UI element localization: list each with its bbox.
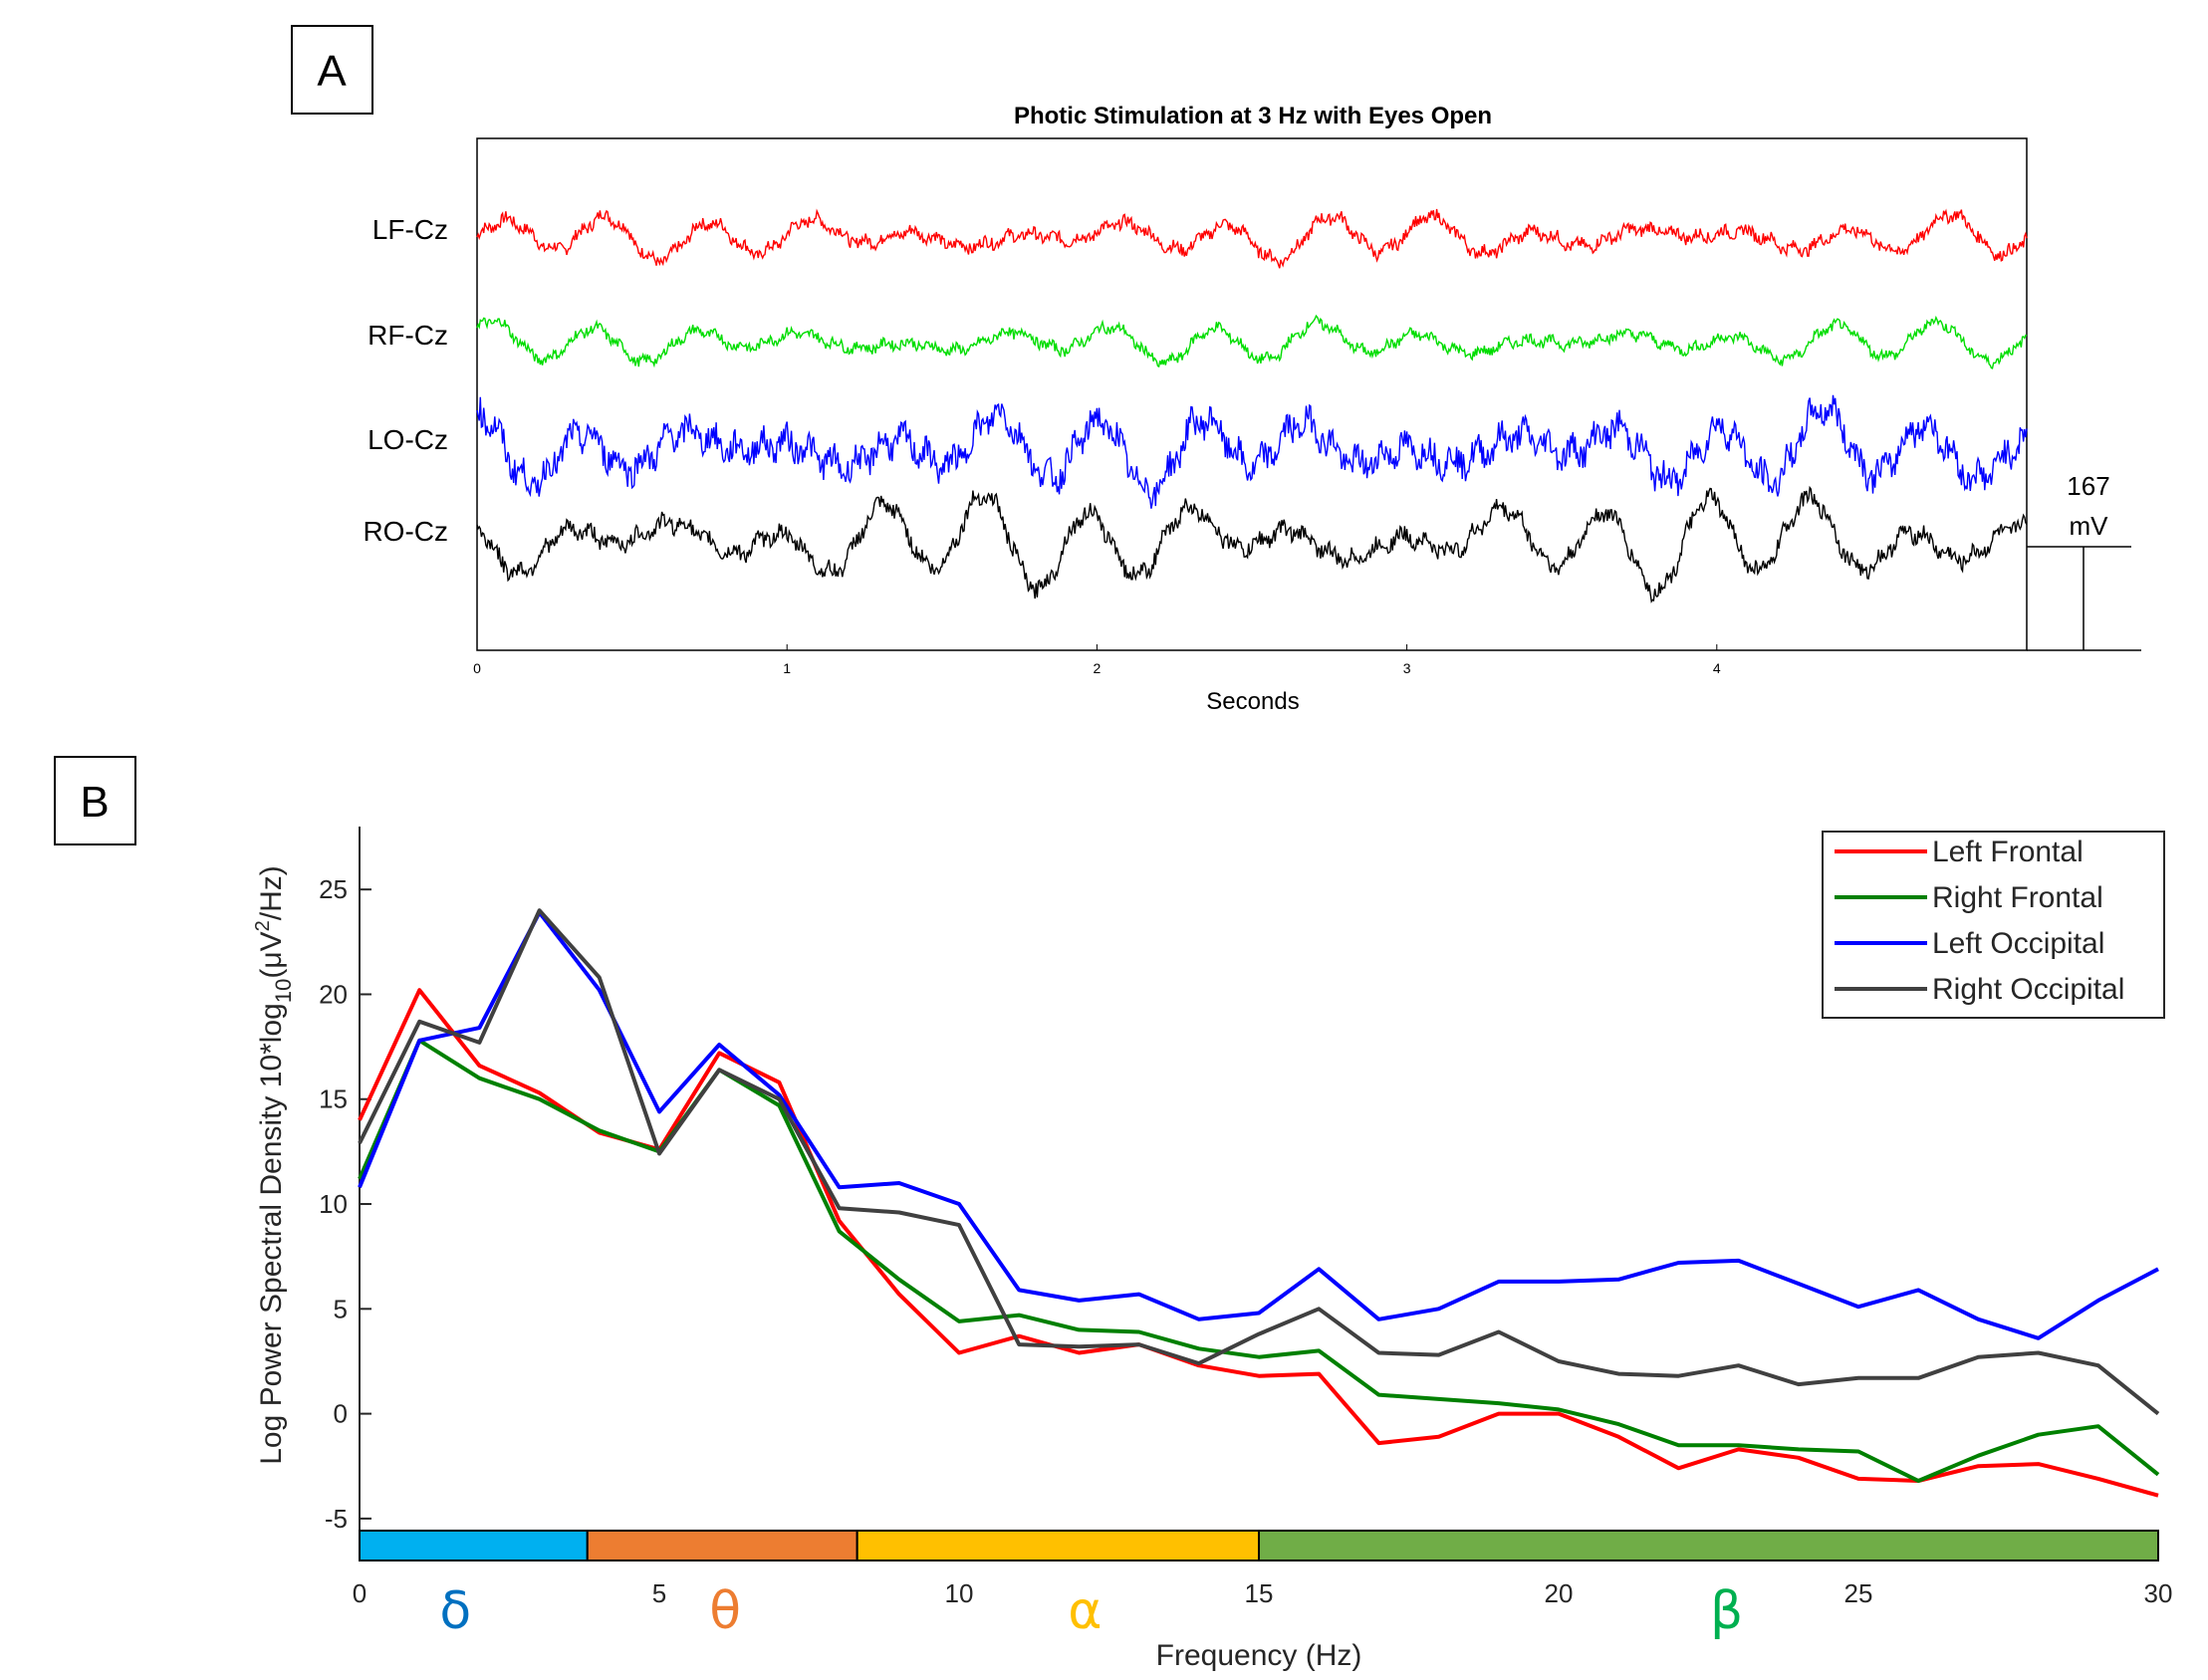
panel-a-label-box	[291, 25, 373, 115]
eeg-x-axis: 0 1 2 3 4	[473, 644, 1721, 676]
eeg-x-label: Seconds	[1206, 688, 1299, 715]
psd-x-tick-label: 5	[652, 1578, 666, 1608]
psd-y-tick-label: 5	[334, 1294, 348, 1323]
panel-b-label: B	[80, 778, 109, 827]
eeg-x-tick-label: 4	[1713, 660, 1721, 676]
psd-x-tick-label: 20	[1545, 1578, 1574, 1608]
band-bar	[586, 1530, 859, 1561]
psd-y-tick-label: -5	[325, 1504, 348, 1534]
eeg-x-tick-label: 2	[1094, 660, 1102, 676]
psd-x-tick-label: 10	[945, 1578, 974, 1608]
psd-line-left-occipital	[358, 910, 2159, 1340]
psd-y-tick-label: 15	[319, 1084, 348, 1114]
band-symbol: α	[1068, 1581, 1102, 1641]
band-symbol: β	[1710, 1581, 1743, 1641]
eeg-x-tick-label: 3	[1403, 660, 1411, 676]
legend-box	[1822, 831, 2165, 1019]
eeg-trace-rf-cz	[476, 314, 2028, 369]
psd-line-right-frontal	[358, 1038, 2160, 1483]
eeg-traces	[476, 208, 2028, 603]
psd-y-tick-label: 10	[319, 1189, 348, 1219]
psd-x-tick-label: 25	[1844, 1578, 1873, 1608]
eeg-plot-area	[476, 137, 2028, 651]
legend-label: Right Frontal	[1932, 881, 2103, 914]
eeg-trace-lf-cz	[476, 208, 2028, 269]
eeg-channel-label: LF-Cz	[372, 214, 448, 245]
psd-y-tick-label: 0	[334, 1399, 348, 1429]
band-symbol: θ	[709, 1581, 741, 1641]
band-bar	[359, 1530, 589, 1561]
scale-bar-unit: mV	[2070, 511, 2109, 541]
eeg-title: Photic Stimulation at 3 Hz with Eyes Ope…	[1014, 103, 1492, 129]
band-bar	[856, 1530, 1260, 1561]
legend-label: Left Occipital	[1932, 927, 2104, 960]
band-bar	[1258, 1530, 2159, 1561]
eeg-channel-label: LO-Cz	[368, 424, 448, 455]
psd-x-tick-label: 0	[353, 1578, 367, 1608]
psd-series-lines	[358, 908, 2160, 1498]
psd-y-tick-label: 20	[319, 979, 348, 1009]
panel-b-label-box	[54, 756, 136, 845]
psd-line-right-occipital	[358, 908, 2160, 1416]
eeg-x-tick-label: 0	[473, 660, 481, 676]
scale-bar: 167 mV	[2027, 471, 2141, 651]
scale-bar-value: 167	[2067, 471, 2109, 501]
psd-y-tick-label: 25	[319, 874, 348, 904]
eeg-channel-label: RF-Cz	[368, 320, 448, 351]
eeg-trace-ro-cz	[476, 485, 2028, 603]
legend-label: Left Frontal	[1932, 836, 2084, 868]
psd-x-tick-label: 30	[2144, 1578, 2173, 1608]
eeg-x-tick-label: 1	[783, 660, 791, 676]
eeg-channel-label: RO-Cz	[363, 516, 448, 547]
panel-a-label: A	[317, 47, 347, 96]
eeg-channel-labels: LF-Cz RF-Cz LO-Cz RO-Cz	[363, 214, 448, 547]
psd-x-label: Frequency (Hz)	[1156, 1639, 1362, 1672]
psd-x-tick-label: 15	[1245, 1578, 1274, 1608]
eeg-trace-lo-cz	[476, 394, 2028, 509]
legend-label: Right Occipital	[1932, 973, 2124, 1006]
psd-legend: Left Frontal Right Frontal Left Occipital R…	[1822, 831, 2165, 1019]
psd-y-label: Log Power Spectral Density 10*log10(μV2/…	[252, 865, 296, 1465]
band-symbol: δ	[439, 1581, 471, 1641]
